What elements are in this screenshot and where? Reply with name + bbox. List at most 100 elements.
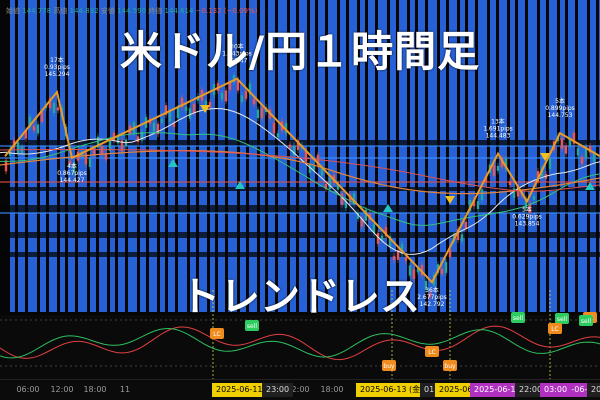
session-band xyxy=(399,0,407,312)
session-band xyxy=(378,0,387,312)
signal-badge xyxy=(555,313,569,324)
oscillator-slow-line xyxy=(0,327,600,359)
candle xyxy=(464,221,468,229)
candle xyxy=(480,189,484,201)
candle xyxy=(548,158,552,170)
session-band xyxy=(128,0,137,312)
band-gap xyxy=(0,205,600,213)
open-value: 144.778 xyxy=(22,7,52,15)
candle xyxy=(408,265,412,276)
signal-badge xyxy=(245,320,259,331)
candle xyxy=(156,123,160,135)
chart-title-text: 米ドル/円１時間足 xyxy=(119,27,481,76)
session-band xyxy=(218,0,225,312)
candle xyxy=(328,178,332,190)
candle xyxy=(304,151,308,162)
candle xyxy=(224,90,228,102)
candle xyxy=(500,158,504,168)
candle xyxy=(152,122,156,132)
session-band xyxy=(449,0,457,312)
swing-label-line: 0.899pips xyxy=(545,105,575,112)
candle xyxy=(164,105,168,115)
signal-label: buy xyxy=(383,363,395,370)
candle xyxy=(416,268,420,273)
buy-triangle-marker xyxy=(585,182,595,190)
oscillator-title-text: トレンドレス xyxy=(180,274,420,320)
candle xyxy=(288,144,292,148)
candle xyxy=(244,90,248,99)
candle xyxy=(228,82,232,90)
candle xyxy=(400,243,404,254)
candle xyxy=(220,93,224,100)
zigzag-line xyxy=(4,77,600,284)
candle xyxy=(336,183,340,190)
time-tick: 18:00 xyxy=(83,385,107,394)
session-band xyxy=(249,0,257,312)
signal-badge xyxy=(382,360,396,371)
candle xyxy=(572,132,576,144)
candle xyxy=(320,166,324,176)
candle xyxy=(476,201,480,210)
candle xyxy=(188,108,192,119)
date-tag: 22:00 xyxy=(515,383,547,397)
candle xyxy=(376,233,380,244)
oscillator-title: トレンドレス xyxy=(0,264,600,322)
candle xyxy=(208,102,212,108)
swing-label-line: 17本 xyxy=(50,56,64,64)
candle xyxy=(256,109,260,119)
swing-label-line: 144.483 xyxy=(486,133,511,140)
candle xyxy=(512,188,516,199)
session-band xyxy=(299,0,307,312)
candle xyxy=(32,125,36,131)
time-axis[interactable]: 06:0012:0018:001106:0012:0018:002025-06-… xyxy=(0,379,600,400)
candle xyxy=(492,165,496,176)
session-band xyxy=(510,0,515,312)
candles xyxy=(4,72,596,301)
swing-label-line: 1.691pips xyxy=(483,126,513,133)
candle xyxy=(72,162,76,174)
high-value: 144.832 xyxy=(69,7,99,15)
candle xyxy=(396,250,400,260)
candle xyxy=(592,153,596,162)
candle xyxy=(252,98,256,105)
candle xyxy=(588,145,592,153)
band-gap xyxy=(0,252,600,257)
candle xyxy=(404,257,408,261)
session-band xyxy=(28,0,37,312)
session-band xyxy=(199,0,207,312)
ma-long-line xyxy=(0,149,600,195)
candle xyxy=(440,268,444,275)
signal-label: LC xyxy=(213,331,221,338)
candle xyxy=(260,107,264,119)
candle xyxy=(568,139,572,146)
date-tag: 03:00 xyxy=(540,383,572,397)
session-band xyxy=(340,0,346,312)
session-band xyxy=(140,0,146,312)
session-band xyxy=(318,0,325,312)
close-label: 終値 xyxy=(148,7,163,15)
sell-triangle-marker xyxy=(445,196,455,204)
candle xyxy=(240,95,244,102)
candle xyxy=(4,160,8,172)
candle xyxy=(576,148,580,156)
candle xyxy=(424,280,428,291)
signal-badge xyxy=(579,315,593,326)
swing-label-line: 145.294 xyxy=(45,71,70,78)
candle xyxy=(536,171,540,182)
buy-triangle-marker xyxy=(235,181,245,189)
candle xyxy=(120,140,124,152)
buy-triangle-marker xyxy=(383,204,393,212)
candle xyxy=(584,146,588,158)
candle xyxy=(104,153,108,160)
candle xyxy=(428,292,432,298)
candle xyxy=(460,234,464,242)
candle xyxy=(36,124,40,134)
candle xyxy=(528,203,532,214)
date-tag: 23:00 xyxy=(262,383,294,397)
candle xyxy=(172,123,176,127)
candle xyxy=(448,249,452,258)
session-band xyxy=(418,0,425,312)
candle xyxy=(48,98,52,108)
session-band xyxy=(518,0,525,312)
